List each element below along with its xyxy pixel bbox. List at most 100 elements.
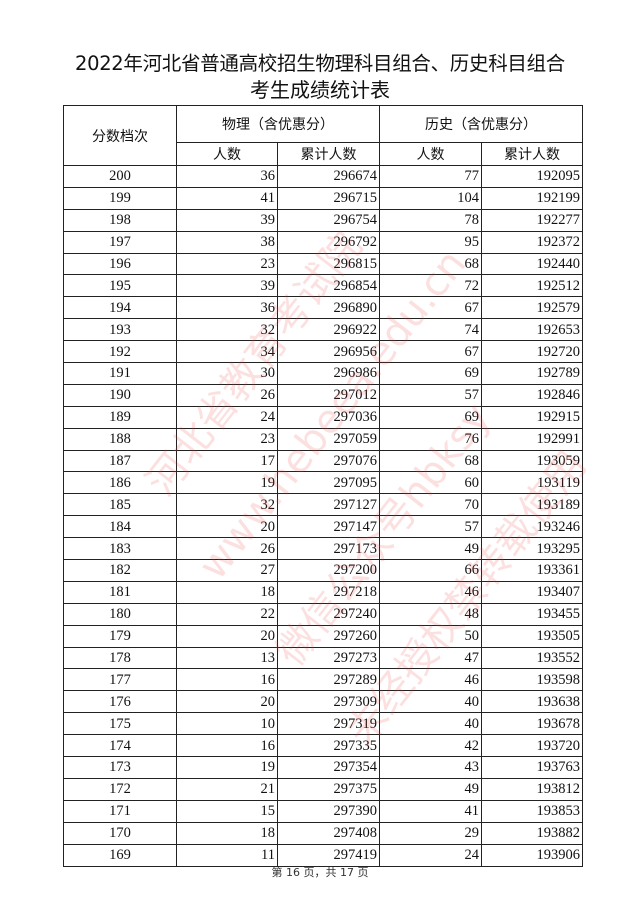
cell-history-count: 77 (379, 165, 482, 188)
table-row: 181 18 297218 46 193407 (63, 580, 583, 604)
cell-score: 196 (63, 252, 177, 276)
cell-history-count: 40 (379, 712, 482, 736)
cell-physics-count: 22 (176, 602, 278, 626)
cell-physics-count: 34 (176, 340, 278, 364)
cell-history-cumulative: 192095 (481, 165, 583, 188)
cell-physics-cumulative: 296890 (277, 296, 380, 320)
document-title: 2022年河北省普通高校招生物理科目组合、历史科目组合 (74, 52, 566, 75)
cell-physics-cumulative: 297319 (277, 712, 380, 736)
document-subtitle: 考生成绩统计表 (250, 78, 390, 102)
cell-history-cumulative: 193059 (481, 449, 583, 473)
cell-history-count: 69 (379, 405, 482, 429)
cell-score: 192 (63, 340, 177, 364)
cell-history-cumulative: 193763 (481, 756, 583, 779)
table-row: 191 30 296986 69 192789 (63, 362, 583, 385)
cell-score: 183 (63, 537, 177, 561)
cell-history-count: 50 (379, 624, 482, 648)
cell-physics-cumulative: 296792 (277, 230, 380, 254)
cell-score: 179 (63, 624, 177, 648)
cell-score: 193 (63, 318, 177, 342)
cell-physics-count: 18 (176, 580, 278, 604)
cell-history-cumulative: 193638 (481, 690, 583, 714)
table-row: 182 27 297200 66 193361 (63, 559, 583, 582)
cell-history-cumulative: 192440 (481, 252, 583, 276)
cell-score: 175 (63, 712, 177, 736)
table-row: 176 20 297309 40 193638 (63, 690, 583, 714)
cell-physics-cumulative: 297200 (277, 559, 380, 582)
cell-history-cumulative: 192915 (481, 405, 583, 429)
cell-history-count: 46 (379, 668, 482, 692)
cell-physics-cumulative: 296815 (277, 252, 380, 276)
cell-history-cumulative: 193407 (481, 580, 583, 604)
cell-history-count: 76 (379, 427, 482, 451)
cell-physics-count: 26 (176, 383, 278, 407)
cell-history-cumulative: 193853 (481, 799, 583, 823)
table-row: 171 15 297390 41 193853 (63, 799, 583, 823)
cell-physics-cumulative: 296715 (277, 186, 380, 210)
table-row: 177 16 297289 46 193598 (63, 668, 583, 692)
cell-physics-count: 13 (176, 646, 278, 670)
table-row: 196 23 296815 68 192440 (63, 252, 583, 276)
cell-score: 188 (63, 427, 177, 451)
cell-history-count: 66 (379, 559, 482, 582)
cell-physics-cumulative: 296674 (277, 165, 380, 188)
cell-history-cumulative: 192846 (481, 383, 583, 407)
cell-physics-cumulative: 297375 (277, 777, 380, 801)
cell-score: 194 (63, 296, 177, 320)
cell-history-count: 41 (379, 799, 482, 823)
cell-physics-count: 19 (176, 756, 278, 779)
table-row: 193 32 296922 74 192653 (63, 318, 583, 342)
cell-score: 195 (63, 274, 177, 298)
cell-history-cumulative: 193246 (481, 515, 583, 539)
table-row: 189 24 297036 69 192915 (63, 405, 583, 429)
cell-score: 181 (63, 580, 177, 604)
cell-history-cumulative: 193119 (481, 471, 583, 495)
table-row: 185 32 297127 70 193189 (63, 493, 583, 517)
cell-history-count: 69 (379, 362, 482, 385)
cell-history-cumulative: 193552 (481, 646, 583, 670)
header-score: 分数档次 (63, 105, 177, 166)
cell-physics-cumulative: 297335 (277, 734, 380, 758)
cell-history-cumulative: 192372 (481, 230, 583, 254)
table-row: 173 19 297354 43 193763 (63, 756, 583, 779)
table-row: 187 17 297076 68 193059 (63, 449, 583, 473)
table-row: 192 34 296956 67 192720 (63, 340, 583, 364)
cell-score: 190 (63, 383, 177, 407)
cell-history-cumulative: 192199 (481, 186, 583, 210)
cell-physics-count: 18 (176, 821, 278, 845)
cell-physics-count: 20 (176, 624, 278, 648)
cell-history-count: 68 (379, 252, 482, 276)
cell-history-count: 70 (379, 493, 482, 517)
cell-physics-count: 32 (176, 318, 278, 342)
cell-physics-cumulative: 296754 (277, 208, 380, 232)
cell-physics-cumulative: 297260 (277, 624, 380, 648)
cell-physics-count: 23 (176, 427, 278, 451)
cell-history-count: 67 (379, 340, 482, 364)
header-physics: 物理（含优惠分） (176, 105, 380, 143)
table-row: 172 21 297375 49 193812 (63, 777, 583, 801)
header-physics-count: 人数 (176, 142, 278, 166)
cell-physics-count: 39 (176, 274, 278, 298)
cell-physics-cumulative: 297036 (277, 405, 380, 429)
header-history-cumulative: 累计人数 (481, 142, 583, 166)
cell-score: 176 (63, 690, 177, 714)
cell-score: 174 (63, 734, 177, 758)
cell-physics-cumulative: 297095 (277, 471, 380, 495)
cell-physics-count: 20 (176, 515, 278, 539)
cell-history-count: 48 (379, 602, 482, 626)
cell-physics-count: 10 (176, 712, 278, 736)
cell-score: 173 (63, 756, 177, 779)
cell-history-cumulative: 192579 (481, 296, 583, 320)
cell-physics-cumulative: 297240 (277, 602, 380, 626)
cell-history-count: 72 (379, 274, 482, 298)
header-history-count: 人数 (379, 142, 482, 166)
table-row: 190 26 297012 57 192846 (63, 383, 583, 407)
cell-history-cumulative: 192512 (481, 274, 583, 298)
table-row: 198 39 296754 78 192277 (63, 208, 583, 232)
cell-physics-cumulative: 297408 (277, 821, 380, 845)
table-row: 199 41 296715 104 192199 (63, 186, 583, 210)
table-row: 195 39 296854 72 192512 (63, 274, 583, 298)
cell-score: 171 (63, 799, 177, 823)
cell-history-count: 57 (379, 515, 482, 539)
cell-physics-count: 11 (176, 843, 278, 867)
